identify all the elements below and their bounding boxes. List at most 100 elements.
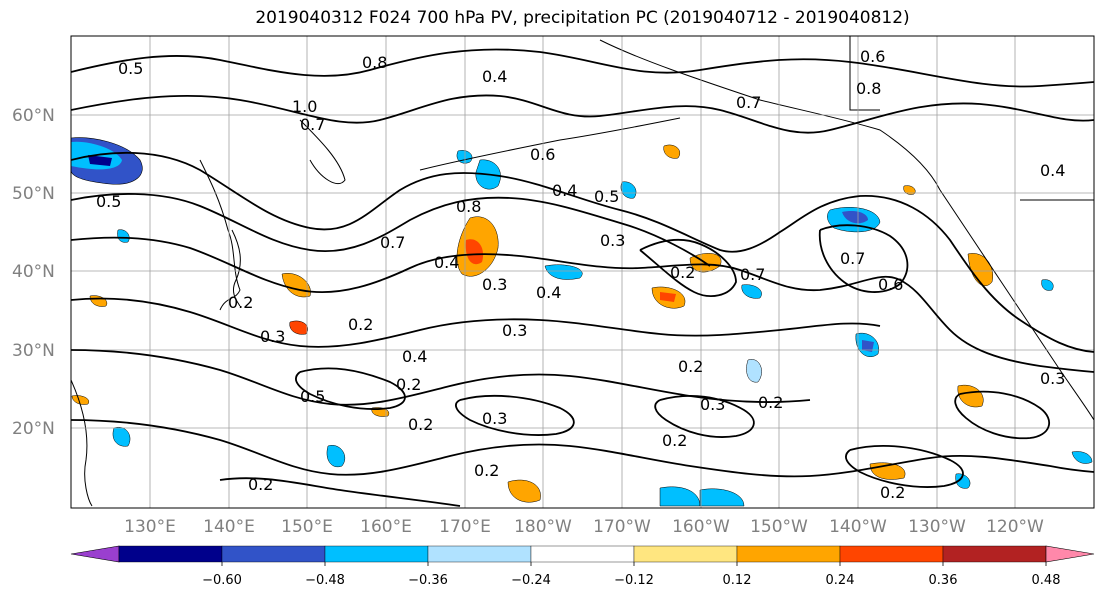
contour-label: 0.2 xyxy=(396,375,421,394)
pv-contours xyxy=(71,48,1094,507)
north-america-coastline xyxy=(939,189,1094,421)
positive-anomaly-blob xyxy=(660,292,676,302)
latitude-label: 30°N xyxy=(12,341,55,361)
colorbar-tick-label: −0.24 xyxy=(511,573,551,588)
positive-anomaly-blob xyxy=(289,320,308,335)
contour-label: 0.2 xyxy=(348,315,373,334)
philippines-coastline xyxy=(71,379,93,507)
negative-anomaly-blob xyxy=(746,359,762,383)
contour-label: 0.3 xyxy=(502,321,527,340)
alaska-coastline xyxy=(599,39,941,191)
longitude-label: 140°E xyxy=(203,517,255,537)
alaska-border xyxy=(849,36,880,111)
negative-anomaly-blob xyxy=(1071,451,1093,464)
colorbar-swatch xyxy=(942,545,1047,563)
contour-label: 1.0 xyxy=(292,97,317,116)
contour-label: 0.2 xyxy=(880,483,905,502)
map-frame xyxy=(70,35,1095,509)
negative-anomaly-blob xyxy=(620,181,637,199)
colorbar-tick-label: 0.36 xyxy=(929,573,958,588)
contour-label: 0.2 xyxy=(408,415,433,434)
contour-label: 0.3 xyxy=(482,409,507,428)
positive-anomaly-blob xyxy=(507,479,541,503)
colorbar-tick-label: 0.48 xyxy=(1032,573,1061,588)
positive-anomaly-blob xyxy=(663,144,680,159)
contour-label: 0.3 xyxy=(482,275,507,294)
colorbar-tick-label: −0.12 xyxy=(614,573,654,588)
positive-anomaly-blob xyxy=(903,185,916,195)
contour-label: 0.3 xyxy=(700,395,725,414)
negative-anomaly-blob xyxy=(544,264,583,280)
coastlines xyxy=(71,36,1094,507)
colorbar: −0.60 −0.48 −0.36 −0.24 −0.12 0.12 0.24 0.36 0.4… xyxy=(70,545,1095,588)
longitude-label: 140°W xyxy=(829,517,887,537)
latitude-label: 60°N xyxy=(12,106,55,126)
contour-label: 0.2 xyxy=(662,431,687,450)
contour-label: 0.2 xyxy=(758,393,783,412)
contour-label: 0.2 xyxy=(670,263,695,282)
colorbar-extend-left xyxy=(70,545,120,563)
contour-label: 0.4 xyxy=(536,283,561,302)
negative-anomaly-blob xyxy=(741,284,762,299)
asia-coastline xyxy=(199,159,241,311)
colorbar-tick-label: −0.48 xyxy=(305,573,345,588)
contour-label: 0.7 xyxy=(740,265,765,284)
longitude-label: 170°W xyxy=(593,517,651,537)
contour-label: 0.2 xyxy=(474,461,499,480)
longitude-label: 180°W xyxy=(514,517,572,537)
contour-label: 0.4 xyxy=(402,347,427,366)
map-title: 2019040312 F024 700 hPa PV, precipitatio… xyxy=(255,8,910,28)
negative-anomaly-blob xyxy=(326,445,346,468)
contour-label: 0.3 xyxy=(600,231,625,250)
negative-anomaly-blob xyxy=(456,150,473,164)
contour-label: 0.7 xyxy=(840,249,865,268)
longitude-label: 170°E xyxy=(439,517,491,537)
contour-label: 0.6 xyxy=(878,275,903,294)
contour-label: 0.6 xyxy=(530,145,555,164)
contour-label: 0.8 xyxy=(362,53,387,72)
longitude-label: 160°E xyxy=(360,517,412,537)
contour-label: 0.2 xyxy=(248,475,273,494)
colorbar-swatch xyxy=(427,545,532,563)
latitude-label: 50°N xyxy=(12,184,55,204)
aleutian-islands xyxy=(419,117,681,171)
contour-label: 0.2 xyxy=(678,357,703,376)
latitude-label: 20°N xyxy=(12,419,55,439)
contour-label: 0.4 xyxy=(1040,161,1065,180)
positive-anomaly-blob xyxy=(465,239,484,265)
colorbar-swatch xyxy=(324,545,429,563)
latitude-label: 40°N xyxy=(12,262,55,282)
longitude-axis: 130°E 140°E 150°E 160°E 170°E 180°W 170°… xyxy=(124,517,1044,537)
longitude-label: 160°W xyxy=(672,517,730,537)
map-background xyxy=(71,36,1094,508)
contour-label: 0.5 xyxy=(300,387,325,406)
negative-anomaly-blob xyxy=(699,488,745,507)
longitude-label: 120°W xyxy=(986,517,1044,537)
colorbar-swatch xyxy=(530,545,635,563)
colorbar-swatch xyxy=(221,545,326,563)
contour-label: 0.2 xyxy=(228,293,253,312)
colorbar-swatch xyxy=(633,545,738,563)
colorbar-swatch xyxy=(839,545,944,563)
latitude-axis: 60°N 50°N 40°N 30°N 20°N xyxy=(12,106,55,439)
longitude-label: 150°W xyxy=(750,517,808,537)
contour-label-group: 0.5 0.8 1.0 0.4 0.7 0.5 0.8 0.6 0.3 0.7 … xyxy=(96,47,1065,502)
colorbar-extend-right xyxy=(1045,545,1095,563)
contour-label: 0.4 xyxy=(434,253,459,272)
kamchatka-coastline xyxy=(299,119,346,185)
positive-anomaly-blob xyxy=(71,395,90,405)
contour-label: 0.3 xyxy=(1040,369,1065,388)
contour-label: 0.8 xyxy=(456,197,481,216)
negative-anomaly-blob xyxy=(842,210,868,224)
negative-anomaly-blob xyxy=(1041,279,1054,291)
contour-label: 0.8 xyxy=(856,79,881,98)
negative-anomaly-blob xyxy=(862,340,874,352)
contour-label: 0.5 xyxy=(118,59,143,78)
colorbar-tick-label: 0.12 xyxy=(723,573,752,588)
contour-label: 0.6 xyxy=(860,47,885,66)
contour-label: 0.4 xyxy=(552,181,577,200)
negative-anomaly-blob xyxy=(117,229,130,243)
contour-label: 0.7 xyxy=(736,93,761,112)
contour-label: 0.3 xyxy=(260,327,285,346)
